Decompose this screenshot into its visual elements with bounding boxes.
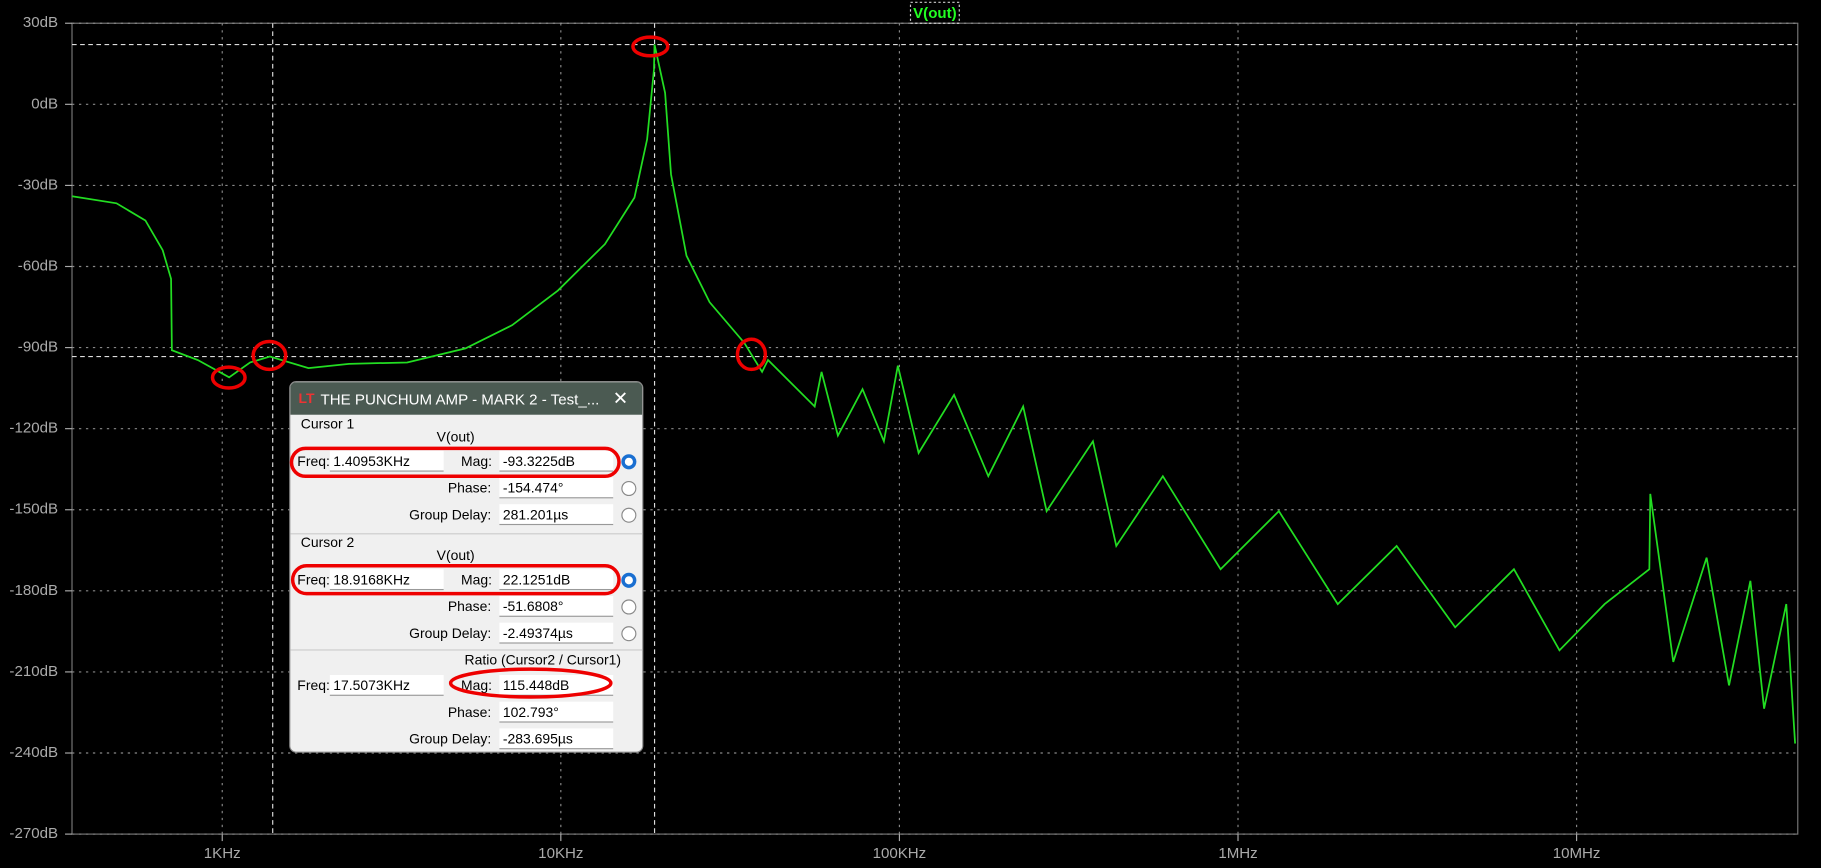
field-value[interactable]: 102.793° [499,701,614,723]
trace-name: V(out) [436,428,475,445]
y-tick-label: -240dB [9,744,58,761]
section-heading: Cursor 1 [300,415,355,433]
red-circle [210,365,247,390]
field-label: Mag: [461,571,493,588]
field-value[interactable]: -93.3225dB [499,450,614,472]
section-heading: Cursor 2 [300,534,355,551]
field-value[interactable]: -283.695µs [499,728,614,750]
field-label: Group Delay: [409,730,492,747]
cursor-dialog: LT THE PUNCHUM AMP - MARK 2 - Test_... ✕ C… [289,381,644,753]
y-tick-label: -30dB [18,176,58,193]
red-circle [251,339,288,372]
y-tick-label: -210dB [9,663,58,680]
close-button[interactable]: ✕ [612,389,629,409]
field-value[interactable]: -2.49374µs [499,622,614,644]
x-tick-label: 10MHz [1553,845,1601,862]
y-tick-label: -150dB [9,501,58,518]
dialog-title: THE PUNCHUM AMP - MARK 2 - Test_... [320,390,600,408]
radio-button[interactable] [621,626,637,642]
radio-button[interactable] [621,480,637,497]
field-label: Group Delay: [409,506,492,523]
field-value[interactable]: -154.474° [499,477,614,499]
field-label: Mag: [461,453,493,470]
field-value[interactable]: 281.201µs [499,504,614,526]
red-circle [735,337,768,372]
trace-line [71,44,1796,744]
y-tick-label: -120dB [9,420,58,437]
x-tick-label: 1KHz [204,845,241,862]
field-label: Freq: [297,571,330,588]
annotations [210,35,768,390]
trace-name: V(out) [436,547,475,564]
radio-button[interactable] [621,454,637,470]
y-tick-label: 0dB [31,95,58,112]
radio-button[interactable] [621,599,637,615]
red-circle [631,35,670,58]
field-label: Phase: [447,598,492,615]
field-value[interactable]: -51.6808° [499,595,614,617]
field-value[interactable]: 17.5073KHz [329,674,444,696]
section-heading: Ratio (Cursor2 / Cursor1) [464,651,621,668]
separator [290,649,643,651]
y-tick-label: -90dB [18,339,58,356]
radio-button[interactable] [621,507,637,523]
x-tick-label: 100KHz [873,845,927,862]
field-label: Group Delay: [409,624,492,642]
app-icon: LT [298,390,315,407]
y-tick-label: -270dB [9,825,58,842]
x-tick-label: 1MHz [1218,845,1257,862]
field-value[interactable]: 22.1251dB [499,569,614,591]
legend-entry[interactable]: V(out) [913,5,957,22]
field-label: Freq: [297,677,330,694]
field-value[interactable]: 115.448dB [499,674,614,696]
field-value[interactable]: 1.40953KHz [329,450,444,472]
field-label: Phase: [447,479,492,497]
legend-box[interactable] [909,1,960,24]
x-tick-label: 10KHz [538,845,583,862]
title-bar: LT THE PUNCHUM AMP - MARK 2 - Test_... ✕ [290,382,643,415]
y-tick-label: -180dB [9,582,58,599]
field-label: Mag: [461,677,493,694]
field-label: Phase: [447,703,492,721]
field-value[interactable]: 18.9168KHz [329,569,444,591]
radio-button[interactable] [621,572,637,588]
separator [290,533,643,535]
y-tick-label: -60dB [18,257,58,274]
y-tick-label: 30dB [23,14,58,31]
field-label: Freq: [297,453,330,470]
